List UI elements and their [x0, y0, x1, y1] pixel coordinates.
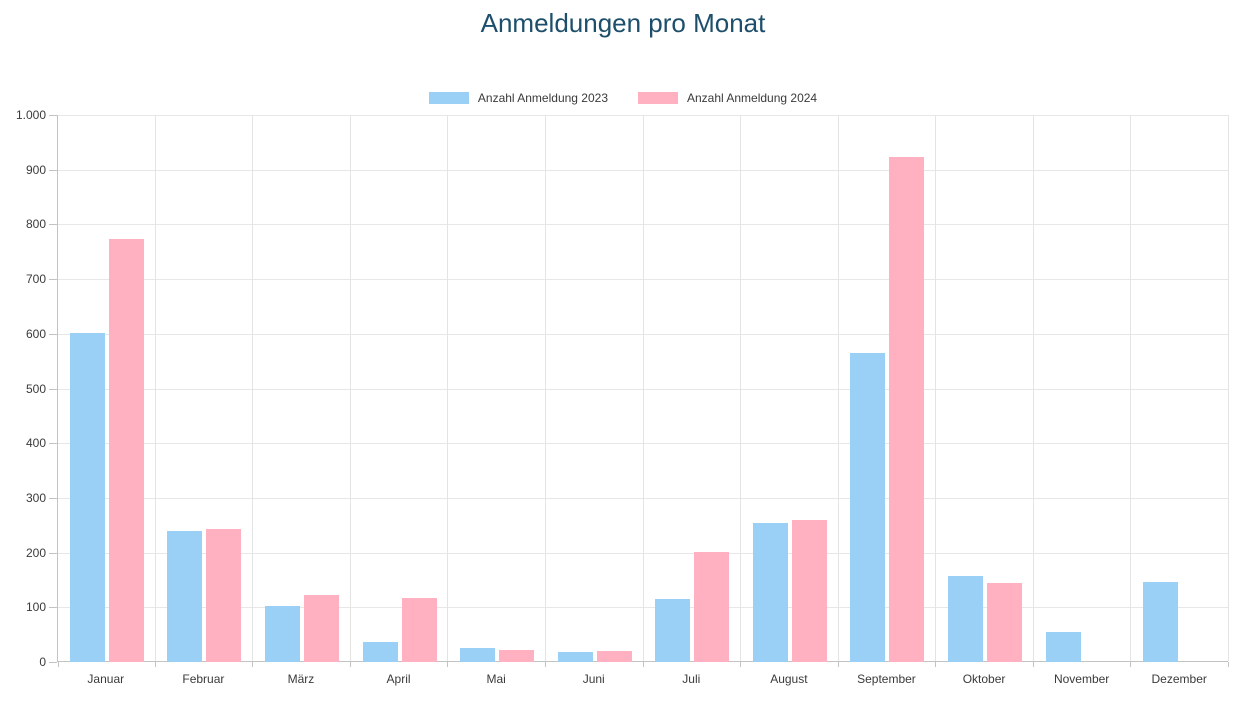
y-tick	[49, 279, 57, 281]
chart-title: Anmeldungen pro Monat	[480, 8, 766, 38]
y-tick	[49, 443, 57, 445]
chart-legend: Anzahl Anmeldung 2023 Anzahl Anmeldung 2…	[0, 91, 1246, 105]
x-tick	[935, 662, 937, 667]
y-tick	[49, 115, 57, 116]
y-axis-label: 400	[25, 436, 46, 451]
x-gridline	[1228, 115, 1229, 661]
bar-2024-februar	[206, 529, 242, 662]
x-gridline	[252, 115, 254, 661]
x-axis-label: Mai	[486, 672, 506, 686]
y-axis-label: 500	[25, 381, 46, 396]
y-axis-label: 600	[25, 326, 46, 341]
x-gridline	[642, 115, 644, 661]
bar-2024-mai	[499, 649, 535, 662]
bar-2023-februar	[167, 530, 203, 662]
bar-2024-januar	[108, 239, 144, 662]
x-axis-label: März	[287, 672, 315, 686]
legend-item-2024[interactable]: Anzahl Anmeldung 2024	[638, 91, 817, 105]
x-gridline	[154, 115, 156, 661]
y-tick	[49, 169, 57, 171]
bar-2023-september	[850, 352, 886, 662]
x-axis-label: Februar	[182, 672, 225, 686]
y-axis-label: 200	[25, 545, 46, 560]
x-gridline	[447, 115, 449, 661]
y-axis-label: 1.000	[15, 108, 46, 122]
bar-2023-dezember	[1143, 582, 1179, 662]
y-tick	[49, 388, 57, 390]
bar-2024-oktober	[987, 583, 1023, 662]
bar-2023-oktober	[948, 575, 984, 662]
bar-2023-juni	[557, 652, 593, 662]
bar-2023-januar	[69, 332, 105, 662]
y-tick	[49, 662, 57, 663]
bar-2023-november	[1045, 632, 1081, 662]
x-axis-label: Oktober	[962, 672, 1006, 686]
x-gridline	[349, 115, 351, 661]
bar-2023-april	[362, 642, 398, 662]
x-tick	[447, 662, 449, 667]
y-axis-label: 700	[25, 272, 46, 287]
x-axis-label: September	[857, 672, 916, 686]
bar-2023-märz	[264, 606, 300, 662]
bar-2023-mai	[460, 648, 496, 662]
y-axis-label: 800	[25, 217, 46, 232]
y-tick	[49, 552, 57, 554]
x-axis-label: April	[386, 672, 411, 686]
bar-2024-märz	[303, 595, 339, 662]
y-axis-label: 100	[25, 600, 46, 615]
x-tick	[642, 662, 644, 667]
legend-swatch-2023-icon	[428, 92, 469, 104]
legend-item-2023[interactable]: Anzahl Anmeldung 2023	[428, 91, 608, 105]
x-tick	[1032, 662, 1034, 667]
x-axis-label: Juni	[582, 672, 605, 686]
x-axis-label: August	[770, 672, 808, 686]
x-axis-label: Juli	[682, 672, 701, 686]
legend-label-2023: Anzahl Anmeldung 2023	[477, 91, 608, 105]
x-gridline	[1130, 115, 1132, 661]
x-tick	[252, 662, 254, 667]
bar-2023-juli	[655, 598, 691, 662]
x-gridline	[935, 115, 937, 661]
bar-2024-september	[889, 157, 925, 662]
y-tick	[49, 497, 57, 499]
x-gridline	[740, 115, 742, 661]
x-tick	[837, 662, 839, 667]
x-tick	[349, 662, 351, 667]
x-tick	[1130, 662, 1132, 667]
x-axis-label: Dezember	[1151, 672, 1207, 686]
x-gridline	[544, 115, 546, 661]
y-axis-label: 300	[25, 490, 46, 505]
bar-2023-august	[752, 522, 788, 662]
x-tick	[154, 662, 156, 667]
y-tick	[49, 607, 57, 609]
plot-area	[49, 115, 1229, 667]
bar-2024-april	[401, 598, 437, 662]
y-tick	[49, 333, 57, 335]
x-gridline	[837, 115, 839, 661]
y-axis-label: 0	[39, 655, 46, 669]
y-axis-label: 900	[25, 162, 46, 177]
x-gridline	[1032, 115, 1034, 661]
x-tick	[58, 662, 59, 667]
bar-2024-juni	[596, 650, 632, 662]
bar-2024-juli	[694, 551, 730, 662]
x-tick	[740, 662, 742, 667]
x-tick	[544, 662, 546, 667]
legend-label-2024: Anzahl Anmeldung 2024	[687, 91, 818, 105]
x-tick	[1228, 662, 1229, 667]
legend-swatch-2024-icon	[638, 92, 678, 104]
x-axis-label: November	[1053, 672, 1110, 686]
y-tick	[49, 224, 57, 226]
bar-2024-august	[791, 519, 827, 662]
x-axis-label: Januar	[87, 672, 125, 686]
